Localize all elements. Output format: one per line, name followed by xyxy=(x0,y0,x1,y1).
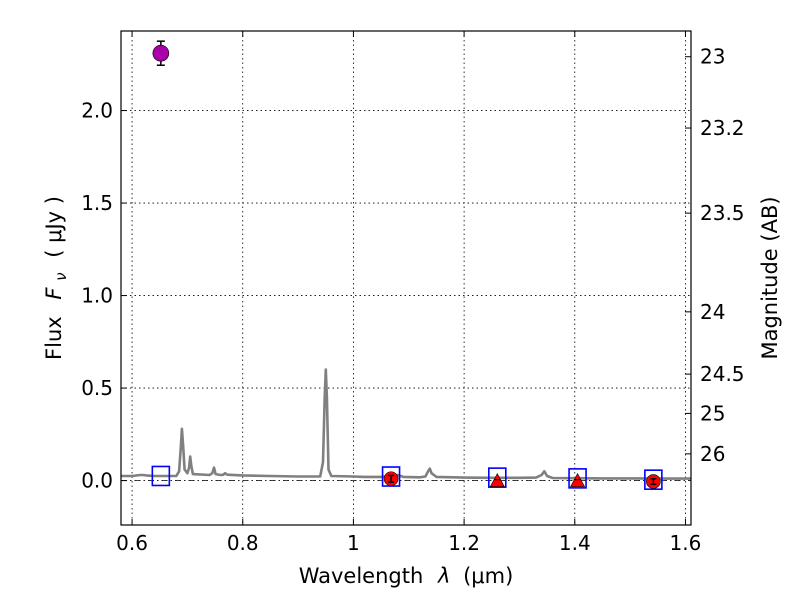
x-tick-label: 0.6 xyxy=(116,531,148,555)
y-tick-label: 1.0 xyxy=(81,284,113,308)
y2-tick-label: 23.2 xyxy=(700,116,745,140)
spectrum-line xyxy=(121,368,691,480)
y-axis-label-subscript: ν xyxy=(52,272,70,280)
y2-tick-label: 26 xyxy=(700,442,725,466)
model-square-marker xyxy=(488,467,507,488)
x-tick-label: 0.8 xyxy=(227,531,259,555)
y-axis-label: Flux F ν ( μJy ) xyxy=(42,196,71,360)
model-square-marker xyxy=(151,465,171,487)
y2-tick-label: 24.5 xyxy=(700,362,745,386)
axis-layer: 0.6 0.8 1 1.2 1.4 1.6 0.0 0.5 1.0 1.5 2.0 23 23.2 23.… xyxy=(81,31,745,555)
highlight-point-marker xyxy=(152,44,170,62)
y-axis-label-unit: ( μJy ) xyxy=(42,196,66,258)
x-axis-label-symbol: λ xyxy=(437,564,450,588)
x-tick-label: 1.6 xyxy=(670,531,702,555)
x-tick-label: 1 xyxy=(347,531,360,555)
y-tick-label: 2.0 xyxy=(81,99,113,123)
x-tick-label: 1.4 xyxy=(559,531,591,555)
y2-axis-label: Magnitude (AB) xyxy=(758,196,782,359)
y2-tick-label: 24 xyxy=(700,300,725,324)
plot-frame xyxy=(120,30,692,526)
grid-layer xyxy=(121,31,691,525)
y2-tick-label: 23 xyxy=(700,45,725,69)
y-axis-label-symbol: F xyxy=(42,287,66,300)
y-tick-label: 0.5 xyxy=(81,376,113,400)
data-layer xyxy=(121,40,691,490)
y2-tick-label: 23.5 xyxy=(700,201,745,225)
model-square-marker xyxy=(644,469,663,490)
x-axis-label-text: Wavelength xyxy=(299,564,424,588)
y-tick-label: 0.0 xyxy=(81,469,113,493)
y2-tick-label: 25 xyxy=(700,401,725,425)
y-axis-label-text: Flux xyxy=(42,316,66,360)
y-tick-label: 1.5 xyxy=(81,191,113,215)
model-square-marker xyxy=(568,468,587,489)
x-axis-label-unit: (μm) xyxy=(463,564,513,588)
x-tick-label: 1.2 xyxy=(448,531,480,555)
x-axis-label: Wavelength λ (μm) xyxy=(299,564,514,588)
